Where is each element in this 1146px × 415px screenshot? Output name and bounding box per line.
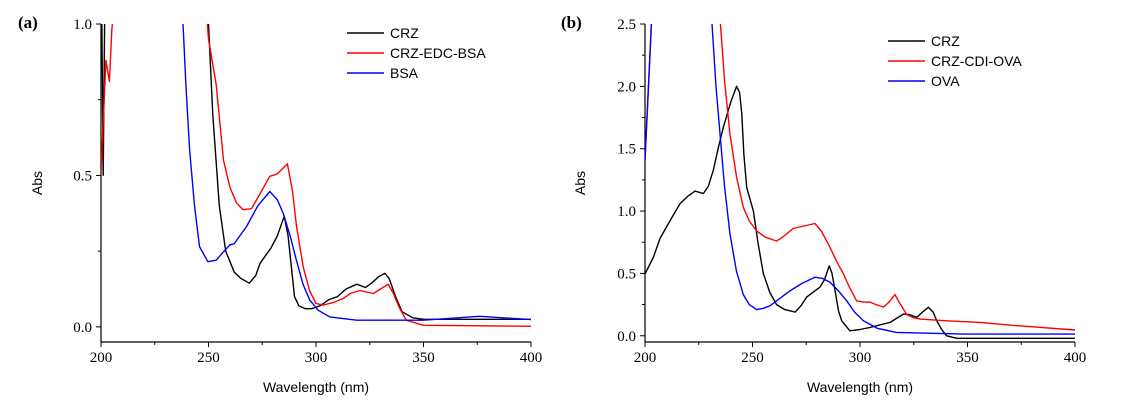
y-tick-label: 0.5	[617, 266, 636, 282]
legend-entry: CRZ-CDI-OVA	[931, 53, 1022, 69]
series-line-crz-cdi-ova	[645, 24, 1075, 331]
panel-label: (b)	[561, 13, 582, 32]
x-tick-label: 400	[1064, 350, 1087, 366]
legend-entry: CRZ-EDC-BSA	[390, 45, 486, 61]
x-tick-label: 300	[849, 350, 872, 366]
y-tick-label: 1.0	[617, 204, 636, 220]
x-tick-label: 350	[956, 350, 979, 366]
y-axis-label: Abs	[572, 171, 588, 195]
x-axis-label: Wavelength (nm)	[807, 379, 913, 395]
legend-entry: CRZ	[931, 33, 960, 49]
legend-entry: OVA	[931, 73, 960, 89]
y-tick-label: 0.0	[73, 320, 92, 336]
panel-b: 200 250 300 350 400 0.0 0.5 1.0 1.5 2.0 2.5 Wavelen…	[561, 13, 1086, 395]
x-tick-label: 250	[197, 350, 220, 366]
x-tick-label: 200	[90, 350, 113, 366]
x-tick-label: 350	[412, 350, 435, 366]
x-tick-label: 200	[634, 350, 657, 366]
legend-entry: BSA	[390, 65, 419, 81]
y-tick-label: 0.0	[617, 329, 636, 345]
y-tick-label: 2.5	[617, 17, 636, 33]
x-tick-label: 400	[520, 350, 543, 366]
x-tick-label: 300	[305, 350, 328, 366]
series-line-ova	[645, 24, 1075, 335]
series-line-crz	[101, 24, 531, 320]
y-tick-label: 1.5	[617, 142, 636, 158]
y-tick-label: 0.5	[73, 168, 92, 184]
y-axis-label: Abs	[29, 171, 45, 195]
series-line-bsa	[182, 24, 531, 321]
panel-label: (a)	[18, 13, 38, 32]
x-tick-label: 250	[741, 350, 764, 366]
series-line-crz	[645, 85, 1075, 339]
x-axis-label: Wavelength (nm)	[263, 379, 369, 395]
series-line-crz-edc-bsa	[101, 24, 531, 327]
legend-entry: CRZ	[390, 25, 419, 41]
y-tick-label: 1.0	[73, 17, 92, 33]
y-tick-label: 2.0	[617, 79, 636, 95]
panel-a: 200 250 300 350 400 0.0 0.5 1.0 Wavelength (nm) A…	[18, 13, 543, 395]
